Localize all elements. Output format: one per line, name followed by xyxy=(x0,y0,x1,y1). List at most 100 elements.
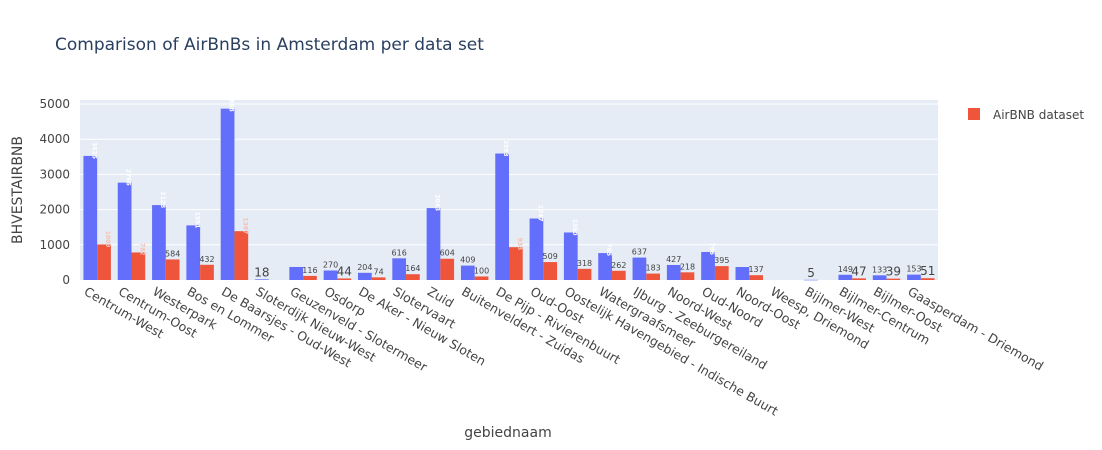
bar-value-label: 39 xyxy=(886,265,901,279)
bar-value-label: 584 xyxy=(165,249,180,258)
bar[interactable] xyxy=(165,259,180,280)
data-labels: 3525 2766 2128 1551 4868 18 270 204 616 2043 409 35… xyxy=(90,95,935,280)
y-tick-label: 3000 xyxy=(39,167,70,181)
legend-swatch xyxy=(968,108,980,120)
bar[interactable] xyxy=(234,231,249,280)
y-axis-ticks: 0 1000 2000 3000 4000 5000 xyxy=(39,97,70,287)
bar[interactable] xyxy=(666,264,681,280)
bar-value-label: 782 xyxy=(138,243,145,256)
bar[interactable] xyxy=(200,264,214,280)
bar-value-label: 2043 xyxy=(433,194,440,211)
y-tick-label: 0 xyxy=(62,273,70,287)
bar[interactable] xyxy=(220,108,235,281)
bar-value-label: 164 xyxy=(405,264,420,273)
bar-value-label: 18 xyxy=(254,265,269,279)
bar-value-label: 409 xyxy=(460,256,475,265)
bar-value-label: 149 xyxy=(838,265,853,274)
legend[interactable]: AirBNB dataset xyxy=(968,108,1084,122)
bar[interactable] xyxy=(357,272,372,280)
bar-value-label: 796 xyxy=(708,242,715,255)
bar-value-label: 262 xyxy=(611,261,626,270)
bar[interactable] xyxy=(131,252,146,280)
bar[interactable] xyxy=(509,247,523,280)
bar-value-label: 2766 xyxy=(125,169,132,186)
bar-value-label: 765 xyxy=(605,244,612,257)
bar-value-label: 427 xyxy=(666,255,681,264)
bar-value-label: 1747 xyxy=(536,205,543,222)
bar[interactable] xyxy=(440,258,455,280)
bar-value-label: 395 xyxy=(714,256,729,265)
bar[interactable] xyxy=(749,275,763,280)
bar[interactable] xyxy=(907,274,921,280)
bar[interactable] xyxy=(804,279,818,281)
bar-value-label: 3593 xyxy=(502,140,509,157)
bar[interactable] xyxy=(255,279,269,280)
y-tick-label: 1000 xyxy=(39,238,70,252)
bar[interactable] xyxy=(152,205,166,280)
x-axis-title: gebiednaam xyxy=(464,425,551,441)
bar[interactable] xyxy=(543,262,558,280)
bar-value-label: 318 xyxy=(577,259,592,268)
bar[interactable] xyxy=(714,266,729,280)
bar[interactable] xyxy=(577,268,592,280)
bar[interactable] xyxy=(701,251,715,280)
bar[interactable] xyxy=(97,244,111,280)
bar[interactable] xyxy=(920,278,935,280)
bar[interactable] xyxy=(563,232,578,280)
bar-value-label: 270 xyxy=(323,260,338,269)
bar[interactable] xyxy=(474,276,489,280)
bar-value-label: 204 xyxy=(357,263,372,272)
bar[interactable] xyxy=(529,218,544,280)
bar[interactable] xyxy=(735,267,750,280)
bar[interactable] xyxy=(426,208,441,280)
bar-value-label: 1350 xyxy=(571,219,578,236)
bar-value-label: 1551 xyxy=(193,212,200,229)
bar-value-label: 51 xyxy=(920,264,935,278)
bar[interactable] xyxy=(83,155,98,280)
bar[interactable] xyxy=(632,257,647,280)
y-tick-label: 4000 xyxy=(39,132,70,146)
bar-value-label: 5 xyxy=(807,266,815,280)
y-tick-label: 5000 xyxy=(39,97,70,111)
bar-value-label: 183 xyxy=(646,264,661,273)
bar[interactable] xyxy=(289,266,304,280)
bar-value-label: 47 xyxy=(851,264,866,278)
bar-value-label: 74 xyxy=(373,267,383,276)
bars xyxy=(83,108,935,281)
bar-value-label: 137 xyxy=(748,265,763,274)
bar-value-label: 432 xyxy=(199,255,214,264)
bar[interactable] xyxy=(598,253,612,280)
bar-value-label: 116 xyxy=(302,266,317,275)
bar[interactable] xyxy=(323,270,338,280)
bar[interactable] xyxy=(495,153,509,280)
bar[interactable] xyxy=(371,277,386,280)
y-axis-title: BHVESTAIRBNB xyxy=(10,136,26,244)
bar-value-label: 133 xyxy=(872,265,887,274)
bar[interactable] xyxy=(392,258,407,280)
bar[interactable] xyxy=(337,278,352,280)
bar-value-label: 44 xyxy=(337,264,352,278)
bar[interactable] xyxy=(186,225,201,280)
bar[interactable] xyxy=(460,265,475,280)
y-tick-label: 2000 xyxy=(39,203,70,217)
bar-value-label: 3525 xyxy=(90,142,97,159)
bar-value-label: 604 xyxy=(440,249,455,258)
bar-value-label: 616 xyxy=(392,248,407,257)
bar[interactable] xyxy=(646,273,661,280)
bar-value-label: 218 xyxy=(680,262,695,271)
bar[interactable] xyxy=(852,278,866,280)
legend-label: AirBNB dataset xyxy=(993,108,1084,122)
bar[interactable] xyxy=(117,182,132,280)
bar[interactable] xyxy=(872,275,887,280)
bar[interactable] xyxy=(611,270,626,280)
bar[interactable] xyxy=(838,274,853,280)
bar[interactable] xyxy=(406,274,420,280)
bar-value-label: 100 xyxy=(474,266,489,275)
bar-value-label: 637 xyxy=(632,248,647,257)
bar[interactable] xyxy=(303,275,317,280)
bar[interactable] xyxy=(680,272,695,280)
chart-title: Comparison of AirBnBs in Amsterdam per d… xyxy=(55,35,484,55)
bar[interactable] xyxy=(886,278,901,280)
